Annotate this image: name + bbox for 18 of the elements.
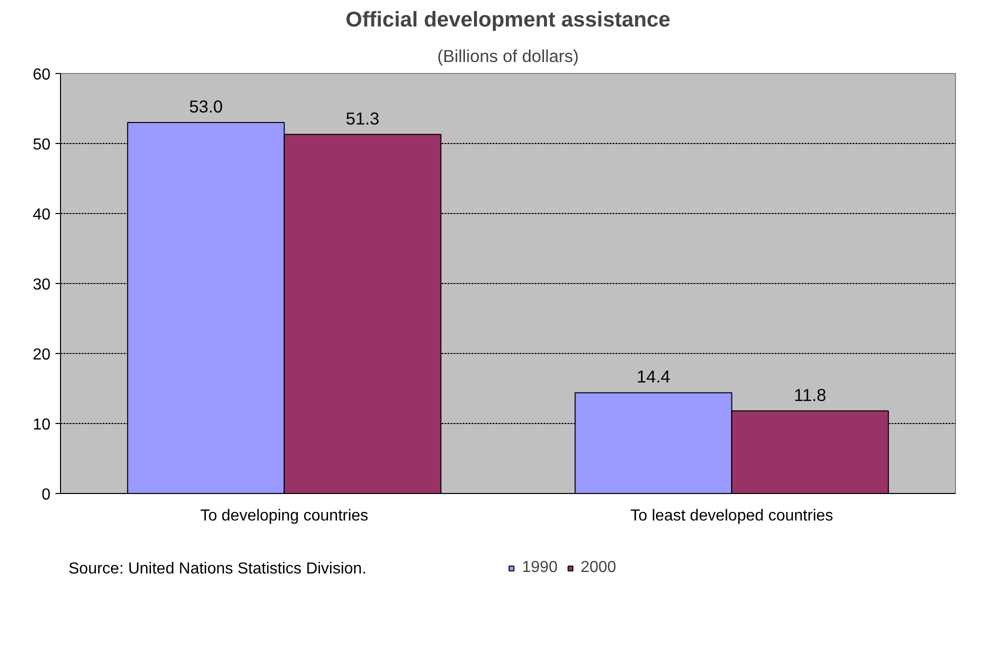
legend-label: 2000 <box>580 559 616 577</box>
y-tick-label: 10 <box>32 416 51 434</box>
data-label: 51.3 <box>346 108 380 128</box>
x-tick-label: To developing countries <box>200 508 368 524</box>
y-tick-label: 20 <box>32 346 51 364</box>
x-tick-label: To least developed countries <box>630 508 834 524</box>
data-label: 53.0 <box>189 96 223 116</box>
y-tick-label: 30 <box>32 276 51 294</box>
legend-label: 1990 <box>522 559 558 577</box>
chart-subtitle: (Billions of dollars) <box>437 46 579 66</box>
y-tick-label: 40 <box>32 206 51 224</box>
y-tick-label: 50 <box>32 136 51 154</box>
chart-title: Official development assistance <box>346 8 671 32</box>
y-tick-label: 0 <box>42 486 51 504</box>
source-note: Source: United Nations Statistics Division. <box>68 560 366 578</box>
data-label: 11.8 <box>794 384 826 405</box>
data-label: 14.4 <box>636 366 671 387</box>
y-tick-label: 60 <box>32 66 51 84</box>
